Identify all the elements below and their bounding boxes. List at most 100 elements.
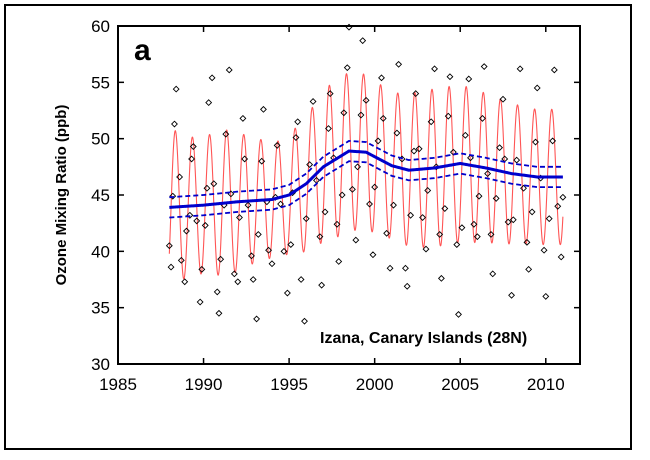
observation-point <box>371 183 379 191</box>
observation-point <box>283 289 291 297</box>
observation-point <box>345 23 353 31</box>
observation-point <box>280 247 288 255</box>
observation-point <box>559 193 567 201</box>
trend-series <box>169 140 563 219</box>
observation-point <box>378 74 385 82</box>
y-tick-label: 50 <box>91 130 110 149</box>
observation-point <box>470 220 478 228</box>
observation-point <box>437 274 445 282</box>
observation-point <box>390 201 397 209</box>
plot-area <box>117 25 581 365</box>
observation-point <box>343 64 351 72</box>
observation-point <box>436 230 444 238</box>
observation-point <box>260 105 267 113</box>
observation-point <box>287 241 295 249</box>
observation-point <box>557 253 565 261</box>
observation-point <box>422 245 430 253</box>
y-tick-label: 35 <box>91 299 110 318</box>
observation-point <box>516 65 524 73</box>
observation-point <box>449 148 457 156</box>
observation-point <box>306 161 314 169</box>
observation-point <box>222 130 230 138</box>
observation-point <box>549 137 557 145</box>
observation-point <box>431 65 438 73</box>
x-tick-label: 2005 <box>441 375 479 394</box>
observation-point <box>352 236 360 244</box>
trend-upper-bound <box>169 140 563 199</box>
observation-point <box>523 238 531 246</box>
y-tick-label: 55 <box>91 73 110 92</box>
observation-point <box>369 251 377 259</box>
observation-point <box>189 143 197 150</box>
observation-point <box>333 220 341 228</box>
seasonal-cycle-line <box>168 73 564 280</box>
observation-point <box>489 270 497 278</box>
observation-point <box>461 131 469 139</box>
trend-line <box>169 149 563 209</box>
observation-point <box>217 255 225 263</box>
observation-point <box>181 278 189 286</box>
observation-point <box>249 276 257 283</box>
observation-point <box>254 230 262 238</box>
observation-point <box>496 144 504 152</box>
observation-point <box>183 227 190 235</box>
observation-point <box>379 114 387 122</box>
observation-point <box>193 217 201 225</box>
observation-point <box>177 256 185 264</box>
observation-point <box>340 109 348 117</box>
observation-point <box>348 185 356 193</box>
observation-point <box>444 112 452 120</box>
observation-point <box>292 134 300 141</box>
observation-point <box>499 95 507 103</box>
observation-point <box>467 154 474 162</box>
observation-point <box>492 194 500 202</box>
observation-point <box>550 66 558 74</box>
observation-point <box>403 282 411 290</box>
observation-point <box>479 114 486 122</box>
observation-point <box>533 84 541 92</box>
observation-point <box>167 263 175 271</box>
observation-point <box>210 180 218 188</box>
observation-point <box>294 118 302 126</box>
observation-point <box>203 184 211 192</box>
observation-point <box>172 85 180 93</box>
observation-point <box>316 233 324 241</box>
observation-point <box>253 315 261 323</box>
observation-point <box>509 216 517 224</box>
observation-point <box>366 200 373 208</box>
observation-point <box>532 138 539 146</box>
observation-point <box>410 147 418 155</box>
observation-point <box>273 141 281 149</box>
seasonal-cycle-series <box>168 73 564 280</box>
trend-lower-bound <box>169 160 563 219</box>
observation-point <box>455 310 462 318</box>
observation-point <box>359 37 367 45</box>
observation-point <box>473 233 481 241</box>
observation-point <box>325 125 332 132</box>
observation-point <box>215 309 223 317</box>
observation-point <box>268 260 276 268</box>
x-tick-label: 2010 <box>527 375 565 394</box>
observation-point <box>165 242 173 250</box>
observation-point <box>362 96 370 104</box>
observation-point <box>374 137 382 145</box>
observation-point <box>542 292 550 300</box>
y-axis-label: Ozone Mixing Ratio (ppb) <box>53 105 70 286</box>
station-annotation: Izana, Canary Islands (28N) <box>320 330 527 347</box>
observation-point <box>412 90 420 98</box>
observation-point <box>321 208 329 216</box>
observation-point <box>383 229 391 237</box>
observation-point <box>213 288 221 296</box>
observation-point <box>248 252 255 260</box>
observation-point <box>554 202 562 210</box>
observation-point <box>186 211 194 219</box>
observation-point <box>236 214 243 221</box>
observation-point <box>453 241 461 249</box>
observation-point <box>301 317 308 325</box>
observation-point <box>487 230 495 238</box>
x-tick-label: 2000 <box>356 375 394 394</box>
observation-point <box>297 276 305 283</box>
observation-point <box>458 224 466 232</box>
observation-point <box>424 187 432 194</box>
